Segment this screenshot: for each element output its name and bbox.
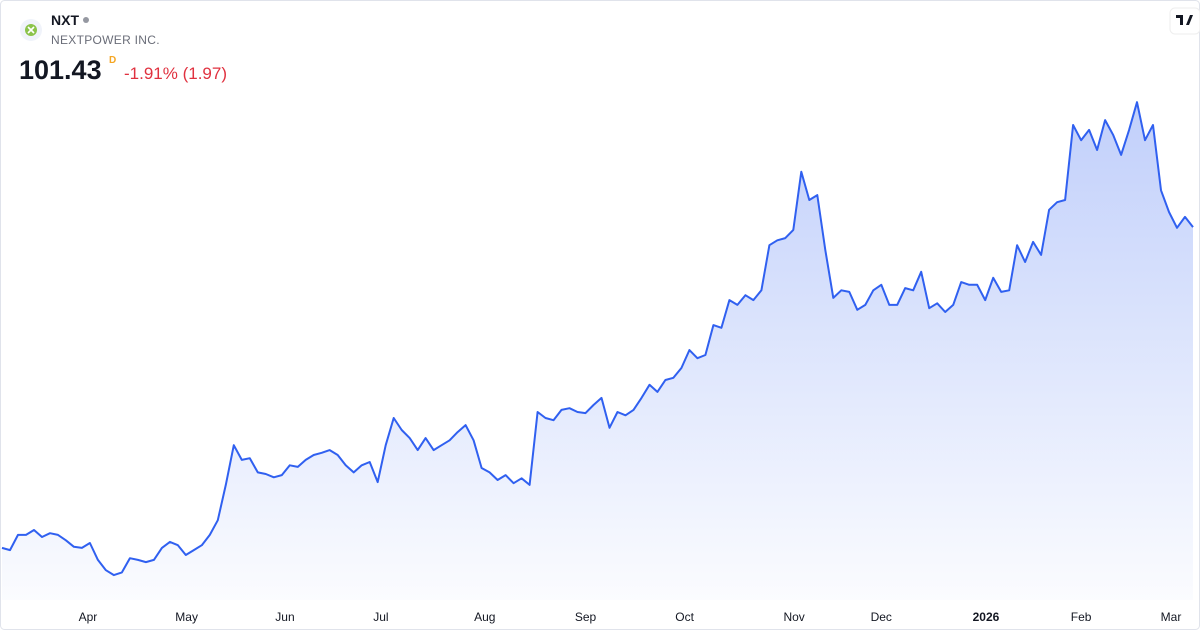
x-tick-label: Sep: [575, 610, 597, 624]
x-tick-label: Dec: [871, 610, 892, 624]
x-tick-label: Oct: [675, 610, 694, 624]
change: -1.91% (1.97): [124, 64, 227, 83]
company-name: NEXTPOWER INC.: [51, 33, 160, 47]
x-tick-label: Apr: [79, 610, 98, 624]
symbol: NXT: [51, 12, 79, 28]
x-tick-label: May: [175, 610, 198, 624]
status-dot: [83, 17, 89, 23]
price: 101.43: [19, 55, 102, 85]
x-tick-label: 2026: [973, 610, 1000, 624]
area-fill: [2, 102, 1193, 600]
x-tick-label: Feb: [1071, 610, 1092, 624]
logo-mark: [27, 26, 35, 34]
x-tick-label: Nov: [783, 610, 804, 624]
tv-logo[interactable]: [1176, 15, 1193, 25]
frequency: D: [109, 55, 117, 66]
price-line: [1, 101, 1194, 577]
tv-logo-bg[interactable]: [1169, 7, 1200, 35]
x-tick-label: Jun: [275, 610, 294, 624]
x-tick-label: Jul: [373, 610, 388, 624]
x-tick-label: Aug: [474, 610, 495, 624]
x-tick-label: Mar: [1161, 610, 1182, 624]
